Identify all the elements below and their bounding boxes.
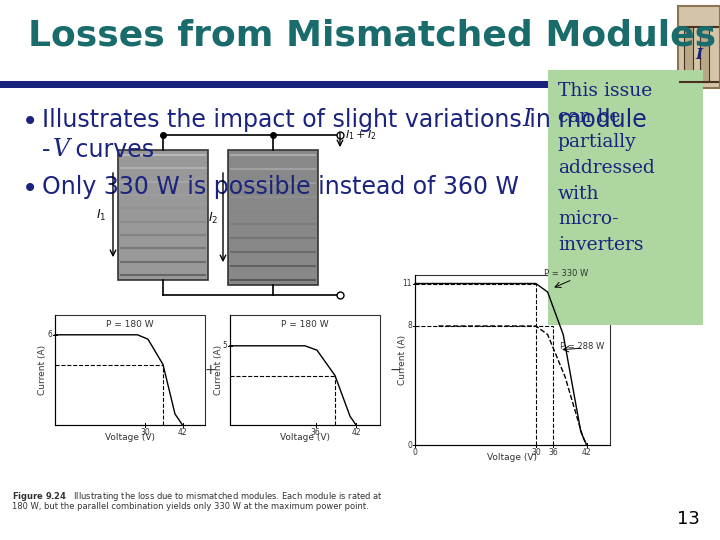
Text: Only 330 W is possible instead of 360 W: Only 330 W is possible instead of 360 W (42, 175, 519, 199)
Bar (700, 27, 709, 82)
Text: 30: 30 (140, 428, 150, 437)
Text: 36: 36 (549, 448, 558, 457)
Text: Voltage (V): Voltage (V) (280, 433, 330, 442)
Text: $I_1$: $I_1$ (96, 207, 106, 222)
Text: This issue
can be
partially
addressed
with
micro-
inverters: This issue can be partially addressed wi… (558, 82, 654, 254)
Text: P = 180 W: P = 180 W (282, 320, 329, 329)
Text: P = 288 W: P = 288 W (560, 342, 605, 351)
Text: 5: 5 (222, 341, 227, 350)
Text: $\bf{Figure\ 9.24}$   Illustrating the loss due to mismatched modules. Each modu: $\bf{Figure\ 9.24}$ Illustrating the los… (12, 490, 383, 503)
Text: $I_2$: $I_2$ (207, 211, 218, 226)
Text: 11: 11 (402, 279, 412, 288)
Text: 13: 13 (677, 510, 700, 528)
Bar (678, 6, 720, 88)
Text: Current (A): Current (A) (38, 345, 48, 395)
Text: Voltage (V): Voltage (V) (105, 433, 155, 442)
Text: -: - (42, 138, 50, 162)
Text: Current (A): Current (A) (214, 345, 222, 395)
Bar (684, 27, 693, 82)
Text: Current (A): Current (A) (398, 335, 408, 385)
Text: P = 180 W: P = 180 W (106, 320, 154, 329)
Text: 42: 42 (178, 428, 187, 437)
Text: I: I (696, 48, 703, 62)
Text: Illustrates the impact of slight variations in module: Illustrates the impact of slight variati… (42, 108, 654, 132)
Text: V: V (53, 138, 70, 161)
Text: 42: 42 (582, 448, 591, 457)
Text: +: + (204, 363, 216, 377)
Text: I: I (522, 108, 531, 131)
Bar (228, 150, 318, 285)
Text: 0: 0 (407, 441, 412, 449)
Text: 42: 42 (351, 428, 361, 437)
Text: 8: 8 (408, 321, 412, 330)
Bar (55, 315, 205, 425)
Bar (118, 150, 208, 280)
Text: P = 330 W: P = 330 W (544, 269, 588, 279)
Text: •: • (22, 108, 38, 136)
Text: 6: 6 (47, 330, 52, 339)
Bar (548, 70, 703, 325)
Text: 0: 0 (413, 448, 418, 457)
Text: 36: 36 (310, 428, 320, 437)
Bar (415, 275, 610, 445)
Text: •: • (22, 175, 38, 203)
Text: 30: 30 (531, 448, 541, 457)
Text: −: − (390, 363, 401, 377)
Bar (230, 315, 380, 425)
Text: Losses from Mismatched Modules: Losses from Mismatched Modules (28, 18, 716, 52)
Text: curves: curves (68, 138, 154, 162)
Text: 180 W, but the parallel combination yields only 330 W at the maximum power point: 180 W, but the parallel combination yiel… (12, 502, 369, 511)
Bar (0, 81, 700, 88)
Text: $I_1 + I_2$: $I_1 + I_2$ (345, 128, 377, 142)
Text: Voltage (V): Voltage (V) (487, 453, 537, 462)
